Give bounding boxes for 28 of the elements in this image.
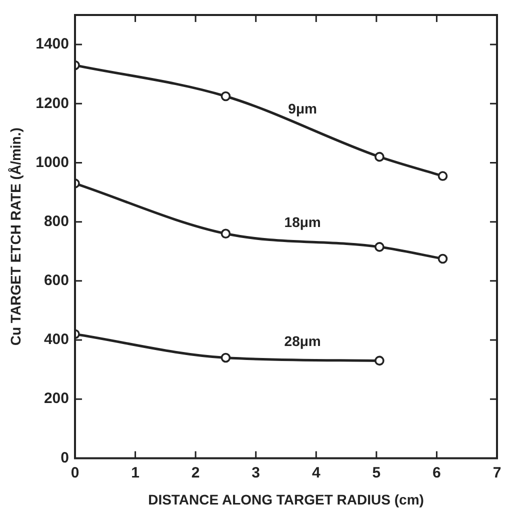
x-tick-label: 5 [372,464,381,482]
x-tick-label: 4 [312,464,321,482]
series-label: 9μm [288,100,317,116]
x-tick-label: 6 [432,464,441,482]
point [438,254,448,264]
point [374,152,384,162]
x-axis-title: DISTANCE ALONG TARGET RADIUS (cm) [148,491,424,508]
y-tick-label: 1000 [36,154,69,171]
point [438,171,448,181]
x-tick-label: 3 [252,464,260,482]
y-tick-label: 800 [44,212,69,230]
y-tick-label: 1200 [36,94,69,112]
y-tick-label: 400 [44,331,69,348]
point [220,352,231,363]
y-axis-title: Cu TARGET ETCH RATE (Å/min.) [7,128,24,346]
x-tick-label: 2 [191,464,200,482]
point [220,91,231,102]
x-tick-label: 7 [492,464,502,482]
point [220,228,231,239]
y-tick-label: 600 [44,272,69,290]
y-tick-label: 0 [60,449,69,466]
y-tick-label: 200 [44,390,69,408]
x-tick-label: 1 [131,464,140,482]
point [374,242,384,252]
series-label: 28μm [284,333,321,350]
y-tick-label: 1400 [36,36,69,53]
series-label: 18μm [284,214,321,230]
point [374,356,384,366]
